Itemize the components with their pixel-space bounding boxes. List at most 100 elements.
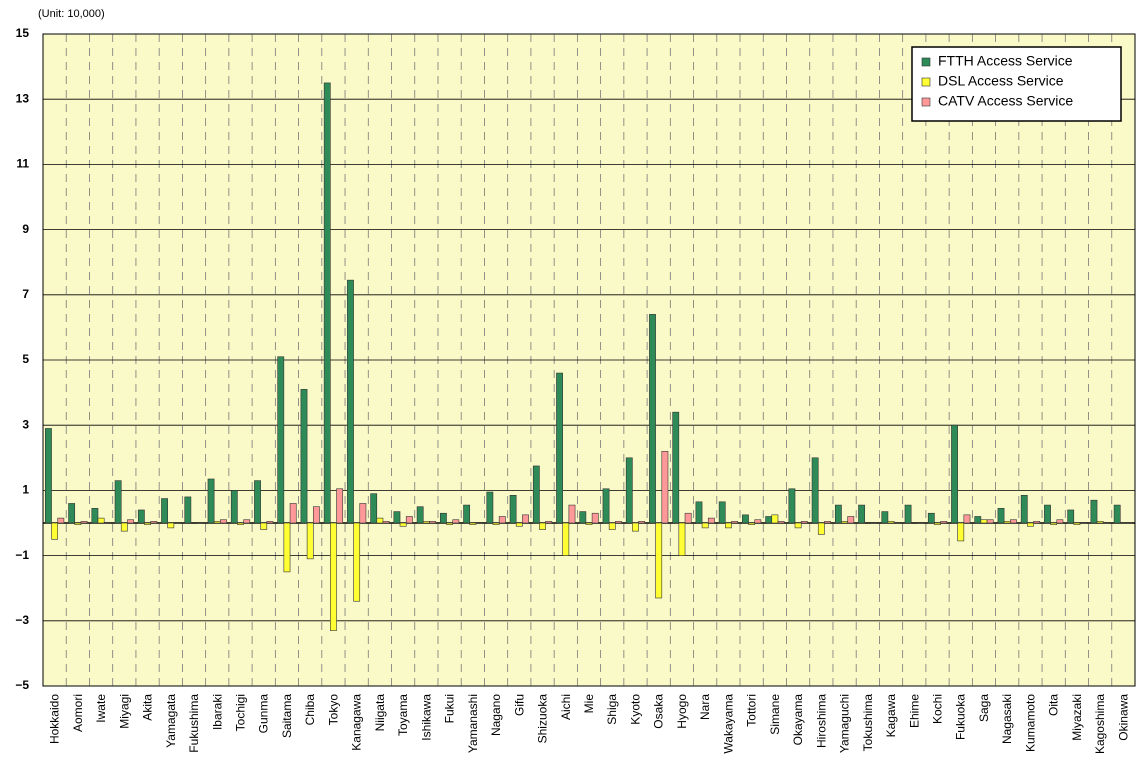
legend-box: [911, 46, 1122, 122]
bar: [137, 509, 145, 524]
x-tick-label: Wakayama: [721, 694, 735, 754]
bar: [678, 522, 686, 556]
unit-label: (Unit: 10,000): [38, 8, 105, 20]
bar: [817, 522, 825, 535]
bar: [870, 522, 878, 524]
bar: [492, 522, 500, 525]
bar: [927, 512, 935, 524]
bar: [127, 519, 134, 524]
bar: [672, 411, 680, 524]
bar: [422, 521, 430, 524]
x-tick-label: Tokyo: [326, 694, 340, 726]
bar: [300, 389, 308, 524]
bar: [161, 498, 168, 524]
x-tick-label: Tokushima: [861, 694, 875, 752]
bar: [277, 356, 285, 524]
bar: [283, 522, 291, 573]
bar: [701, 522, 709, 529]
y-tick-label: 9: [22, 222, 29, 236]
bar: [632, 522, 639, 532]
bar: [532, 465, 540, 524]
x-tick-label: Simane: [768, 694, 782, 735]
x-tick-label: Fukushima: [187, 694, 201, 753]
bar: [393, 511, 401, 524]
bar: [893, 522, 901, 524]
bar: [777, 521, 785, 524]
bar: [997, 508, 1005, 524]
bar: [725, 522, 732, 529]
bar: [615, 521, 622, 524]
bar: [904, 504, 912, 524]
bar: [522, 514, 529, 524]
bar: [57, 517, 65, 524]
y-tick-label: −1: [15, 548, 29, 562]
x-tick-label: Ishikawa: [419, 694, 433, 741]
bar: [1079, 522, 1087, 524]
bar: [1126, 522, 1133, 524]
x-tick-label: Nara: [698, 694, 712, 720]
x-tick-label: Yamagata: [164, 694, 178, 748]
bar: [429, 521, 436, 524]
bar: [266, 521, 274, 524]
bar: [608, 522, 616, 530]
bar: [1067, 509, 1075, 524]
x-tick-label: Kanagawa: [350, 694, 364, 751]
y-tick-label: 1: [22, 483, 29, 497]
bar: [649, 314, 656, 524]
bar: [469, 522, 477, 525]
x-tick-label: Osaka: [652, 694, 666, 729]
x-tick-label: Kochi: [931, 694, 945, 724]
bar: [1003, 521, 1011, 524]
bar: [254, 480, 261, 524]
bar: [213, 521, 221, 524]
bar: [754, 519, 762, 524]
bar: [184, 496, 192, 524]
bar: [173, 522, 181, 524]
bar: [1010, 519, 1017, 524]
bar: [463, 504, 471, 524]
bar: [509, 494, 517, 524]
bar: [439, 512, 447, 524]
bar: [562, 522, 570, 556]
bar: [167, 522, 175, 529]
bar: [834, 504, 842, 524]
x-tick-label: Miyagi: [117, 694, 131, 729]
legend-label: DSL Access Service: [938, 73, 1064, 89]
bar: [312, 506, 320, 524]
y-tick-label: −5: [15, 678, 29, 692]
legend-label: CATV Access Service: [938, 93, 1073, 109]
y-tick-label: −3: [15, 613, 29, 627]
bar: [934, 522, 941, 525]
x-tick-label: Gunma: [257, 694, 271, 734]
x-tick-label: Yamanashi: [466, 694, 480, 753]
bar: [51, 522, 59, 540]
x-tick-label: Fukuoka: [954, 694, 968, 740]
bar: [207, 478, 215, 524]
bar: [695, 501, 703, 524]
x-tick-label: Nagano: [489, 694, 503, 736]
x-tick-label: Ibaraki: [210, 694, 224, 730]
bar: [847, 516, 855, 524]
bar: [718, 501, 726, 524]
x-tick-label: Aichi: [559, 694, 573, 720]
bar: [220, 519, 227, 524]
bar: [91, 508, 99, 524]
x-tick-label: Mie: [582, 694, 596, 714]
bar: [1119, 522, 1127, 524]
x-tick-label: Akita: [141, 694, 155, 721]
bar: [707, 517, 715, 524]
x-tick-label: Kagoshima: [1093, 694, 1107, 754]
x-tick-label: Oita: [1047, 694, 1061, 716]
bar: [1050, 522, 1058, 525]
bar: [336, 488, 344, 524]
bar: [353, 522, 361, 602]
legend-swatch: [921, 77, 931, 87]
bar: [1096, 521, 1104, 524]
bar: [1033, 521, 1041, 524]
bar: [556, 372, 563, 524]
bar: [568, 504, 576, 524]
bar: [416, 506, 424, 524]
bar: [602, 488, 610, 524]
bar: [306, 522, 314, 560]
bar: [1073, 522, 1081, 525]
